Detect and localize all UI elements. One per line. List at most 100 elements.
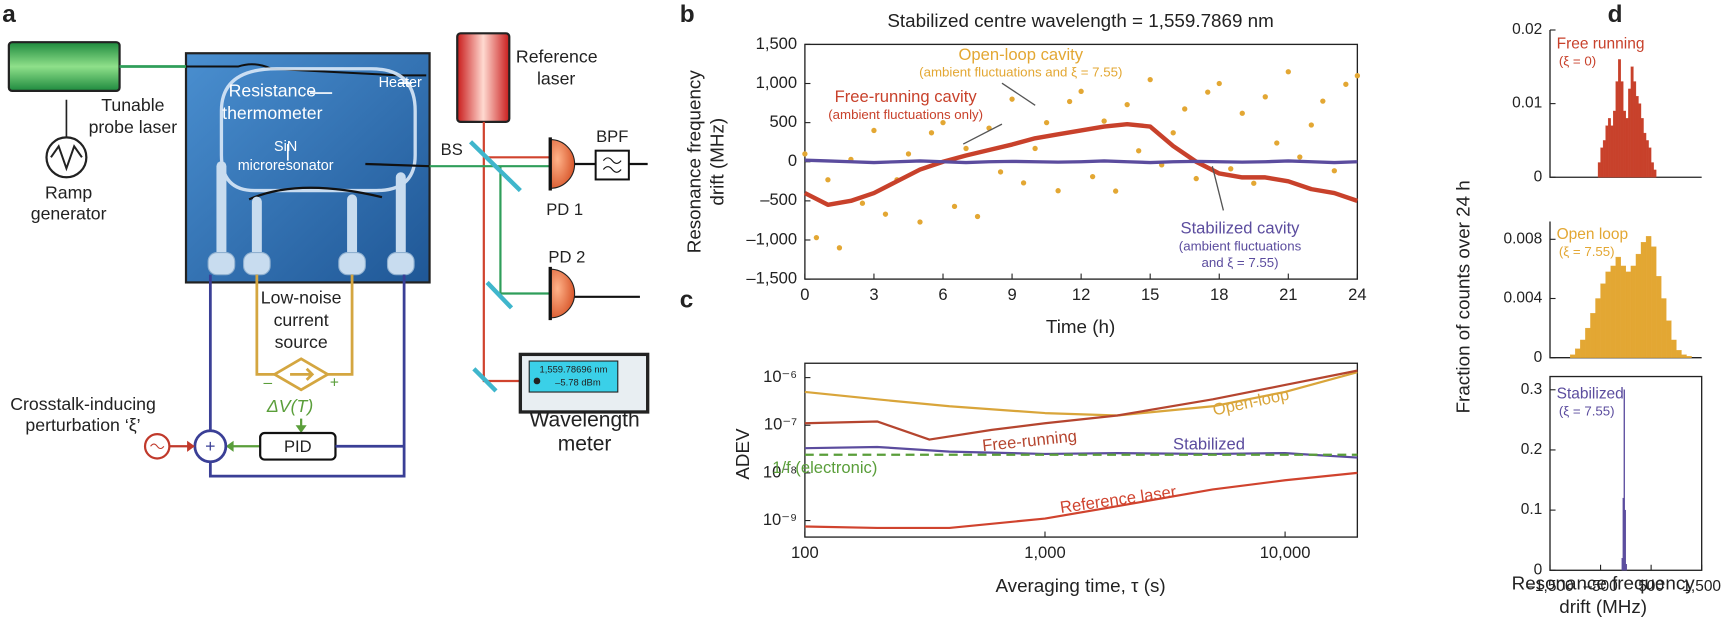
x-tick-label: 15: [1141, 285, 1159, 304]
panel-annotation: Free running: [1557, 35, 1645, 52]
label: Wavelength: [529, 408, 639, 431]
y-axis-label: Fraction of counts over 24 h: [1453, 180, 1474, 413]
histogram-bar: [1595, 298, 1601, 358]
photodiode: [549, 139, 576, 189]
scatter-point: [882, 211, 889, 217]
label: Low-noise: [261, 288, 342, 308]
scatter-point: [871, 127, 877, 134]
histogram-bar: [1650, 162, 1654, 178]
scatter-point: [1043, 119, 1050, 126]
scatter-point: [974, 213, 981, 220]
scatter-point: [1193, 175, 1199, 182]
histogram-bar: [1610, 265, 1616, 358]
scatter-point: [1020, 180, 1027, 186]
scatter-point: [1182, 106, 1188, 112]
scatter-point: [1228, 166, 1234, 172]
panel-label: c: [680, 287, 694, 314]
scatter-point: [1320, 98, 1326, 104]
ramp-symbol: [50, 144, 83, 172]
histogram-bar: [1648, 147, 1652, 178]
scatter-point: [859, 200, 866, 206]
chart-title: Stabilized centre wavelength = 1,559.786…: [887, 10, 1273, 31]
x-tick-label: –1,500: [1526, 578, 1573, 595]
histogram-bar: [1623, 110, 1627, 178]
probe-laser: [7, 41, 121, 93]
reference-laser: [456, 32, 511, 124]
histogram-bar: [1625, 271, 1632, 358]
y-tick-label: 1,500: [756, 34, 798, 53]
scatter-point: [1274, 140, 1280, 146]
series-label: Free-running: [981, 426, 1077, 455]
histogram-bar: [1645, 236, 1652, 358]
x-tick-label: 12: [1072, 285, 1090, 304]
label: microresonator: [238, 158, 334, 174]
histogram-bar: [1635, 253, 1642, 358]
histogram-bar: [1630, 265, 1637, 358]
y-axis-label: drift (MHz): [707, 118, 728, 206]
scatter-point: [1251, 180, 1257, 186]
histogram-bar: [1575, 348, 1581, 358]
panel-annotation: Open loop: [1557, 226, 1628, 243]
beam: [429, 165, 551, 295]
wire: [208, 274, 406, 478]
series-note: and ξ = 7.55): [1201, 255, 1278, 270]
series-label: 1/f (electronic): [772, 458, 877, 477]
scatter-point: [1216, 80, 1222, 87]
label: laser: [537, 68, 575, 88]
mirror: [468, 140, 522, 393]
x-axis-label: drift (MHz): [1559, 596, 1647, 617]
series-line: [803, 121, 1359, 207]
series-label: Open-loop: [1211, 385, 1291, 420]
label: probe laser: [89, 117, 178, 137]
series-label: Stabilized cavity: [1181, 219, 1301, 238]
histogram-bar: [1605, 125, 1609, 178]
histogram-bar: [1615, 256, 1621, 358]
y-tick-label: 10⁻⁸: [763, 462, 797, 481]
scatter-point: [1066, 98, 1073, 105]
scatter-point: [1297, 154, 1303, 160]
series-line: [804, 369, 1358, 441]
y-tick-label: 0.01: [1512, 95, 1542, 112]
y-tick-label: 0.2: [1521, 441, 1543, 458]
arrowhead: [187, 440, 195, 452]
x-tick-label: 0: [800, 285, 809, 304]
panel-label: d: [1608, 1, 1623, 28]
x-tick-label: 100: [791, 543, 819, 562]
x-tick-label: 500: [1638, 578, 1664, 595]
series-line: [804, 158, 1358, 165]
label: source: [275, 332, 328, 352]
panel-label: a: [2, 1, 16, 28]
histogram-bar: [1643, 132, 1647, 178]
x-tick-label: 1,500: [1682, 578, 1721, 595]
annotation-arrow: [1001, 82, 1036, 106]
series-label: Open-loop cavity: [959, 45, 1084, 64]
histogram-bar: [1615, 81, 1619, 178]
scatter-point: [1170, 130, 1176, 136]
label: +: [330, 374, 339, 391]
bpf-symbol: [602, 157, 622, 173]
x-tick-label: 3: [869, 285, 878, 304]
x-tick-label: 1,000: [1024, 543, 1066, 562]
y-axis-label: ADEV: [732, 428, 753, 480]
scatter-point: [1354, 73, 1361, 79]
bpf: [594, 149, 630, 181]
scatter-point: [1147, 76, 1153, 83]
scatter-point: [1089, 173, 1096, 180]
bus-waveguide: [365, 162, 430, 168]
histogram-bar: [1653, 169, 1657, 178]
display-text: –5.78 dBm: [555, 377, 601, 388]
series-label: Free-running cavity: [835, 87, 978, 106]
histogram-bar: [1590, 313, 1596, 358]
scatter-point: [1032, 145, 1038, 152]
scatter-point: [905, 151, 912, 157]
charts: –1,500 –1,000 –500 0 500 1,000 1,500 0 3 6 9 12 15 18…: [683, 10, 1721, 617]
label: current: [274, 310, 329, 330]
panel-label: b: [680, 1, 695, 28]
x-tick-label: 21: [1279, 285, 1297, 304]
y-tick-label: 0: [1534, 561, 1543, 578]
scatter-point: [1112, 188, 1119, 194]
y-tick-label: –1,500: [746, 268, 797, 287]
y-tick-label: 0: [1534, 168, 1543, 185]
label: Heater: [379, 75, 422, 91]
